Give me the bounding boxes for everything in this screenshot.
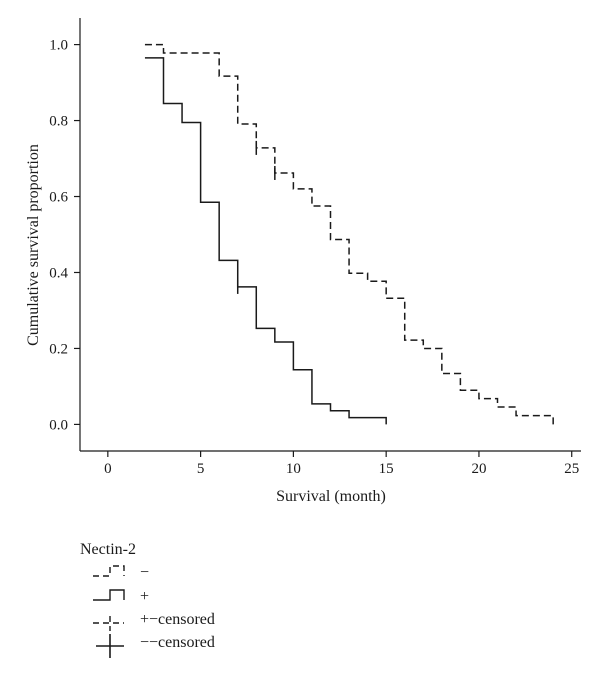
x-tick-label: 0 [104, 461, 112, 477]
legend-label: +−censored [140, 611, 215, 628]
y-axis: 0.0 0.2 0.4 0.6 0.8 1.0 [49, 38, 80, 433]
y-tick-label: 0.4 [49, 265, 68, 281]
y-tick-label: 0.0 [49, 417, 68, 433]
legend-item-plus: + [93, 588, 149, 605]
censor-marks [236, 140, 276, 294]
legend-title: Nectin-2 [80, 541, 136, 558]
plot-frame [79, 18, 581, 452]
legend-solid-censor-symbol [96, 634, 124, 658]
legend-item-solid-censored: −−censored [96, 634, 215, 658]
x-tick-label: 15 [379, 461, 394, 477]
x-tick-label: 10 [286, 461, 301, 477]
y-tick-label: 0.6 [49, 190, 68, 206]
legend-label: −−censored [140, 634, 215, 651]
x-tick-label: 20 [471, 461, 486, 477]
y-tick-label: 1.0 [49, 38, 68, 54]
legend-item-minus: − [93, 564, 149, 581]
series-lines [144, 43, 554, 425]
legend: Nectin-2 − + +−censored −−censored [80, 541, 215, 658]
y-axis-label: Cumulative survival proportion [25, 144, 42, 346]
series-line-plus [144, 57, 387, 425]
legend-solid-step-symbol [93, 589, 125, 601]
x-axis: 0 5 10 15 20 25 [104, 451, 579, 477]
x-tick-label: 5 [197, 461, 205, 477]
x-axis-label: Survival (month) [276, 488, 386, 505]
legend-item-dashed-censored: +−censored [93, 611, 215, 631]
legend-dashed-step-symbol [93, 565, 125, 577]
legend-label: + [140, 588, 149, 605]
series-line-minus [144, 43, 554, 425]
y-tick-label: 0.2 [49, 341, 68, 357]
legend-label: − [140, 564, 149, 581]
x-tick-label: 25 [564, 461, 579, 477]
legend-dashed-censor-symbol [93, 616, 124, 631]
y-tick-label: 0.8 [49, 114, 68, 130]
